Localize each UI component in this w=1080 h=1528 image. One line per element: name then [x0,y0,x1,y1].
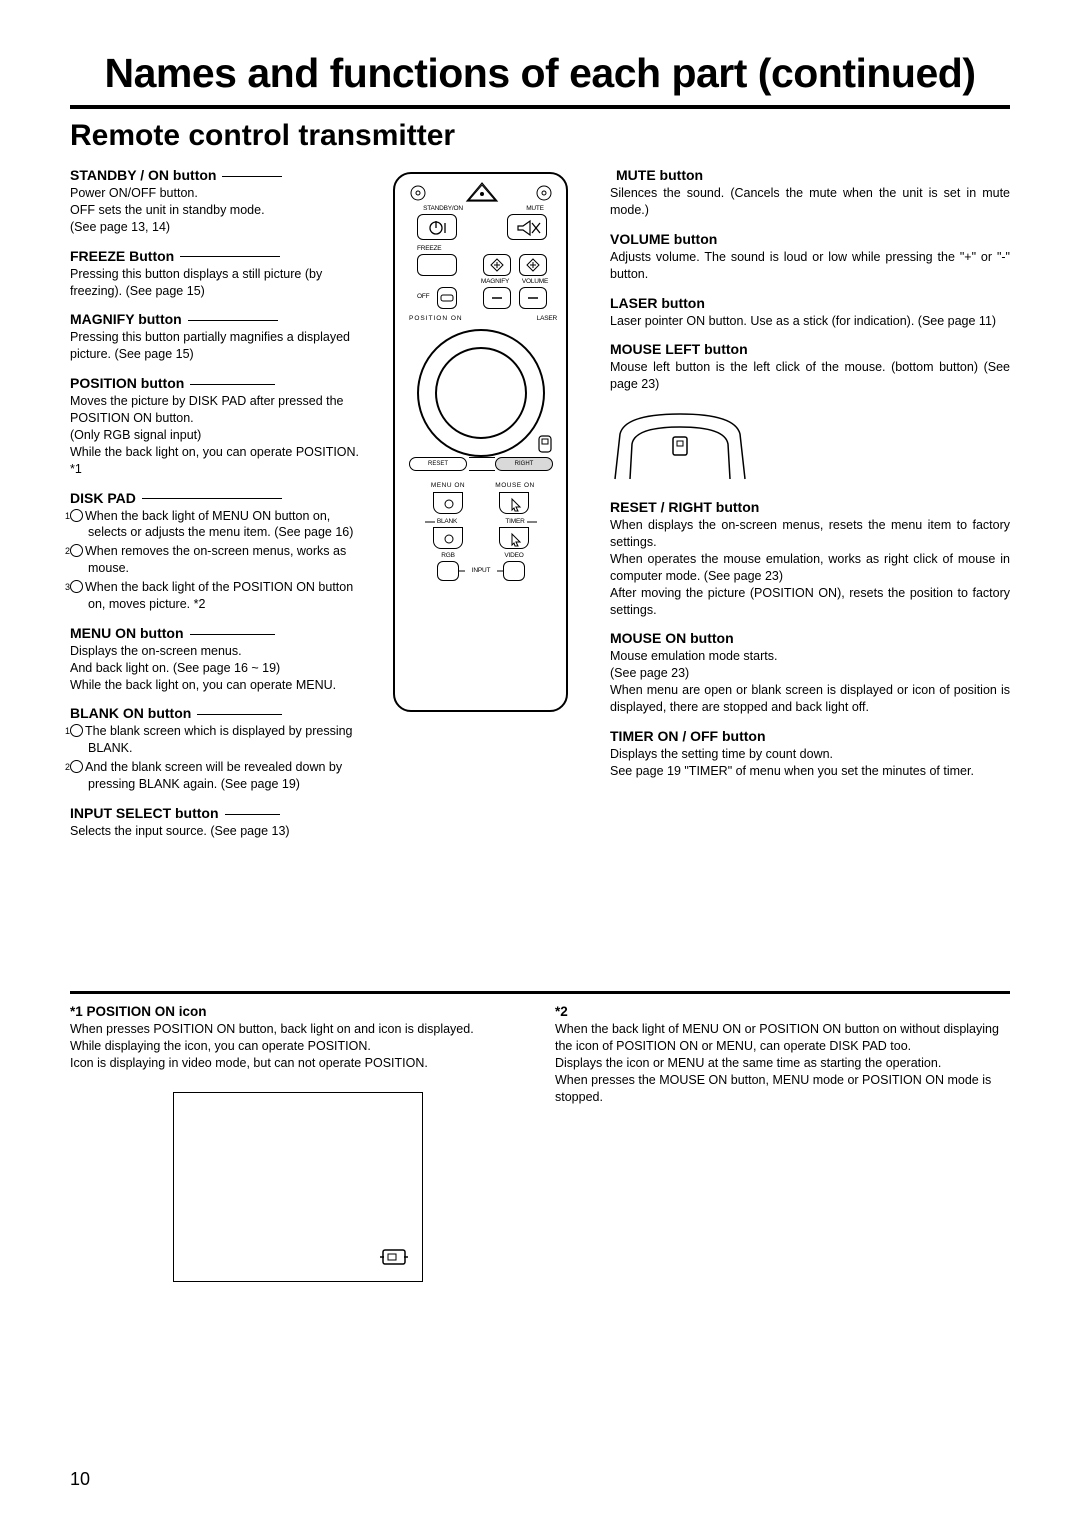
position-icon-screen [173,1092,423,1282]
timer-body: Displays the setting time by count down.… [610,746,1010,780]
footnote-1-body: When presses POSITION ON button, back li… [70,1021,525,1072]
volume-plus-button-icon [519,254,547,276]
right-pill: RIGHT [495,457,553,471]
label-position: POSITION ON [409,315,479,322]
blank-button-icon [433,527,463,549]
page-number: 10 [70,1469,90,1490]
label-off: OFF [417,293,437,300]
position-icon [380,1247,408,1267]
blankon-heading: BLANK ON button [70,705,370,721]
laser-heading: LASER button [610,295,1010,311]
volume-minus-button-icon [519,287,547,309]
magnify-body: Pressing this button partially magnifies… [70,329,370,363]
timer-heading: TIMER ON / OFF button [610,728,1010,744]
remote-diagram: STANDBY/ON MUTE FREEZE MAGNIFY VOLUME OF… [393,172,568,712]
standby-body: Power ON/OFF button. OFF sets the unit i… [70,185,370,236]
magnify-heading: MAGNIFY button [70,311,370,327]
standby-button-icon [417,214,457,240]
mute-button-icon [507,214,547,240]
freeze-body: Pressing this button displays a still pi… [70,266,370,300]
label-menuon: MENU ON [423,482,473,489]
position-body: Moves the picture by DISK PAD after pres… [70,393,370,477]
footnote-2-body: When the back light of MENU ON or POSITI… [555,1021,1010,1105]
diskpad-heading: DISK PAD [70,490,370,506]
menuon-heading: MENU ON button [70,625,370,641]
label-mouseon: MOUSE ON [487,482,543,489]
laser-warning-icon [465,181,499,203]
label-standby: STANDBY/ON [413,205,473,212]
menuon-body: Displays the on-screen menus. And back l… [70,643,370,694]
right-column: MUTE button Silences the sound. (Cancels… [610,167,1010,792]
input-bracket [459,561,503,581]
left-column: STANDBY / ON button Power ON/OFF button.… [70,167,370,852]
label-laser: LASER [517,315,557,322]
inputsel-body: Selects the input source. (See page 13) [70,823,370,840]
footnote-1-heading: *1 POSITION ON icon [70,1004,525,1019]
mute-heading: MUTE button [610,167,1010,183]
mouseon-heading: MOUSE ON button [610,630,1010,646]
diskpad-body: 1When the back light of MENU ON button o… [70,508,370,613]
position-heading: POSITION button [70,375,370,391]
footnote-1: *1 POSITION ON icon When presses POSITIO… [70,1004,525,1282]
mouseleft-heading: MOUSE LEFT button [610,341,1010,357]
blankon-body: 1The blank screen which is displayed by … [70,723,370,793]
footnotes: *1 POSITION ON icon When presses POSITIO… [70,1004,1010,1282]
emitter-left-icon [409,184,427,202]
resetright-body: When displays the on-screen menus, reset… [610,517,1010,618]
freeze-heading: FREEZE Button [70,248,370,264]
mouse-diagram-icon [610,409,750,484]
off-button-icon [437,287,457,309]
footnote-rule [70,991,1010,994]
volume-body: Adjusts volume. The sound is loud or low… [610,249,1010,283]
volume-heading: VOLUME button [610,231,1010,247]
mouse-left-icon [537,434,553,454]
rgb-button-icon [437,561,459,581]
diskpad-inner [435,347,527,439]
video-button-icon [503,561,525,581]
reset-right-connector [469,457,495,471]
mute-body: Silences the sound. (Cancels the mute wh… [610,185,1010,219]
label-freeze: FREEZE [417,245,457,252]
mouseon-body: Mouse emulation mode starts. (See page 2… [610,648,1010,716]
resetright-heading: RESET / RIGHT button [610,499,1010,515]
mouseleft-body: Mouse left button is the left click of t… [610,359,1010,393]
menuon-button-icon [433,492,463,514]
label-volume: VOLUME [515,278,555,285]
laser-body: Laser pointer ON button. Use as a stick … [610,313,1010,330]
label-magnify: MAGNIFY [473,278,517,285]
label-video: VIDEO [499,552,529,559]
title-rule [70,105,1010,109]
inputsel-heading: INPUT SELECT button [70,805,370,821]
label-rgb: RGB [433,552,463,559]
page-title: Names and functions of each part (contin… [70,50,1010,97]
magnify-plus-button-icon [483,254,511,276]
mouseon-button-icon [499,492,529,514]
footnote-2: *2 When the back light of MENU ON or POS… [555,1004,1010,1282]
emitter-right-icon [535,184,553,202]
freeze-button-icon [417,254,457,276]
main-columns: STANDBY / ON button Power ON/OFF button.… [70,167,1010,957]
standby-heading: STANDBY / ON button [70,167,370,183]
timer-button-icon [499,527,529,549]
magnify-minus-button-icon [483,287,511,309]
reset-pill: RESET [409,457,467,471]
label-mute: MUTE [520,205,550,212]
subtitle: Remote control transmitter [70,119,1010,153]
footnote-2-heading: *2 [555,1004,1010,1019]
